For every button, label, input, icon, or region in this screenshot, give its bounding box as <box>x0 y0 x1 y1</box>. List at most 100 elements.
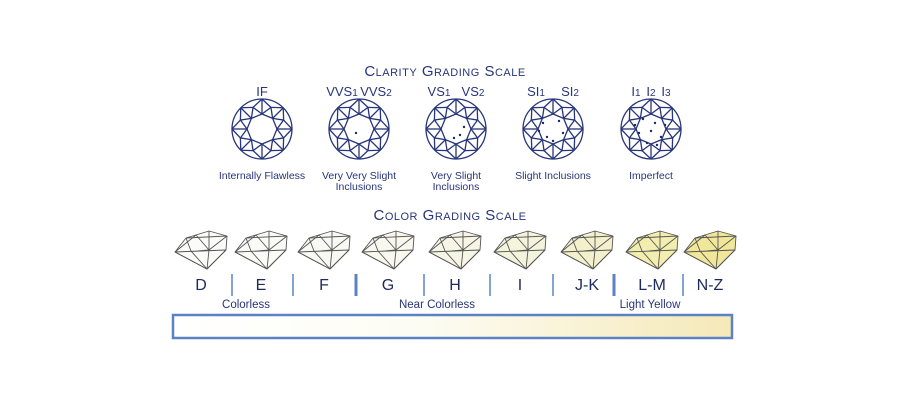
inclusion <box>462 125 466 129</box>
facet <box>261 150 272 160</box>
facet <box>493 251 527 270</box>
facet <box>358 98 369 108</box>
facet <box>349 150 360 160</box>
facet <box>715 249 719 270</box>
facet <box>704 234 719 251</box>
facet <box>629 107 641 119</box>
facet <box>337 107 349 119</box>
facet <box>449 234 464 251</box>
facet <box>377 250 395 270</box>
facet <box>583 249 596 252</box>
facet <box>650 98 661 108</box>
facet <box>336 128 345 139</box>
facet <box>367 107 371 119</box>
facet <box>444 250 462 270</box>
facet <box>440 128 446 140</box>
facet <box>552 106 563 115</box>
inclusion <box>458 133 462 137</box>
facet <box>347 139 351 151</box>
facet <box>358 113 370 119</box>
inclusion <box>663 123 667 127</box>
facet <box>561 139 565 151</box>
facet <box>255 234 270 251</box>
facet <box>543 143 554 152</box>
facet <box>592 249 596 270</box>
facet <box>266 249 270 270</box>
facet <box>337 117 349 121</box>
facet <box>246 128 252 140</box>
clarity-title: Clarity Grading Scale <box>364 63 525 80</box>
facet <box>270 107 274 119</box>
facet <box>283 119 293 130</box>
facet <box>446 143 457 152</box>
inclusion <box>354 131 358 135</box>
facet <box>563 117 575 121</box>
inclusion <box>637 131 641 135</box>
color-letter: F <box>319 277 329 294</box>
clarity-label: VVS2 <box>360 84 392 99</box>
facet <box>620 128 630 139</box>
facet <box>641 150 652 160</box>
facet <box>594 235 614 251</box>
facet <box>329 249 333 270</box>
facet <box>434 117 446 121</box>
facet <box>455 98 466 108</box>
label-text: I <box>661 84 665 99</box>
facet <box>525 249 546 270</box>
diamond-side <box>683 230 737 270</box>
facet <box>331 235 351 251</box>
facet <box>525 249 529 270</box>
clarity-description: Inclusions <box>433 181 480 193</box>
facet <box>328 119 338 130</box>
facet <box>464 139 468 151</box>
facet <box>369 107 381 119</box>
facet <box>446 106 457 115</box>
facet <box>531 139 543 151</box>
color-letter: J-K <box>575 277 599 294</box>
inclusion <box>541 121 545 125</box>
facet <box>581 234 596 251</box>
facet <box>592 249 613 270</box>
facet <box>240 139 252 151</box>
facet <box>208 235 228 251</box>
facet <box>347 107 351 119</box>
facet <box>433 119 442 130</box>
facet <box>329 249 350 270</box>
facet <box>567 128 576 139</box>
facet <box>434 107 446 119</box>
facet <box>466 118 472 130</box>
label-sub: 2 <box>573 88 579 99</box>
facet <box>625 234 648 253</box>
facet <box>361 251 395 270</box>
facet <box>560 251 594 270</box>
inclusion <box>551 139 555 143</box>
label-sub: 2 <box>650 88 656 99</box>
facet <box>665 119 674 130</box>
facet <box>369 118 375 130</box>
facet <box>434 137 446 141</box>
clarity-description: Imperfect <box>629 170 673 182</box>
facet <box>561 107 565 119</box>
facet <box>349 143 360 152</box>
facet <box>425 119 435 130</box>
label-sub: 1 <box>635 88 641 99</box>
facet <box>297 234 320 253</box>
facet <box>563 137 575 141</box>
facet <box>382 234 397 251</box>
diamond-side <box>234 230 288 270</box>
facet <box>659 107 663 119</box>
facet <box>455 106 466 115</box>
inclusion <box>653 121 657 125</box>
color-letter: H <box>449 277 461 294</box>
facet <box>261 113 273 119</box>
clarity-description: Slight Inclusions <box>515 170 591 182</box>
facet <box>251 139 263 145</box>
facet <box>446 150 457 160</box>
facet <box>206 249 227 270</box>
facet <box>261 139 273 145</box>
inclusion <box>561 131 565 135</box>
facet <box>380 119 390 130</box>
facet <box>261 106 272 115</box>
facet <box>537 118 543 130</box>
facet <box>665 128 674 139</box>
